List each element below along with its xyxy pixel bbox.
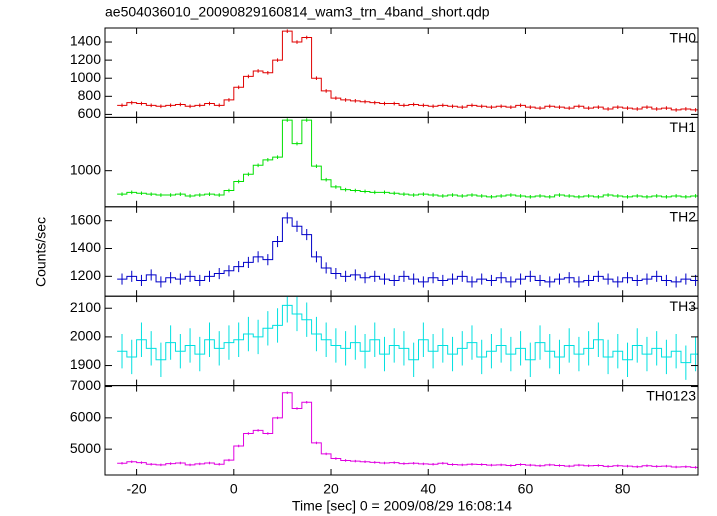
x-tick-label: -20 [126,481,146,497]
y-tick-label: 7000 [70,377,101,393]
step-line [117,392,698,468]
y-tick-label: 1400 [70,33,101,49]
y-tick-label: 5000 [70,440,101,456]
panel-data [117,29,698,112]
panel-frame [104,295,699,387]
y-tick-label: 2000 [70,328,101,344]
panel-label: TH1 [670,119,697,135]
panel-data [117,296,698,380]
panel-data [117,212,698,288]
y-tick-label: 1600 [70,211,101,227]
y-tick-label: 6000 [70,409,101,425]
panel-label: TH3 [670,298,697,314]
x-tick-label: 20 [323,481,339,497]
chart-title: ae504036010_20090829160814_wam3_trn_4ban… [105,4,490,20]
panel-frame [104,385,699,476]
y-axis-label: Counts/sec [33,217,49,287]
step-line [117,30,698,111]
panel-data [117,391,698,469]
panel-label: TH0123 [646,387,696,403]
y-tick-label: 800 [78,87,102,103]
y-tick-label: 600 [78,105,102,121]
panel-label: TH0 [670,30,697,46]
panel-label: TH2 [670,209,697,225]
panel-data [117,118,698,199]
x-axis-label: Time [sec] 0 = 2009/08/29 16:08:14 [292,498,512,514]
y-tick-label: 1000 [70,161,101,177]
step-line [117,304,698,364]
x-tick-label: 80 [615,481,631,497]
panel-frame [104,116,699,208]
x-tick-label: 40 [420,481,436,497]
step-line [117,217,698,283]
y-tick-label: 1400 [70,239,101,255]
y-tick-label: 1000 [70,69,101,85]
step-line [117,119,698,198]
y-tick-label: 1900 [70,356,101,372]
x-tick-label: 60 [518,481,534,497]
panel-frame [104,27,699,118]
y-tick-label: 1200 [70,267,101,283]
y-tick-label: 1200 [70,51,101,67]
x-tick-label: 0 [230,481,238,497]
panel-frame [104,206,699,297]
y-tick-label: 2100 [70,299,101,315]
